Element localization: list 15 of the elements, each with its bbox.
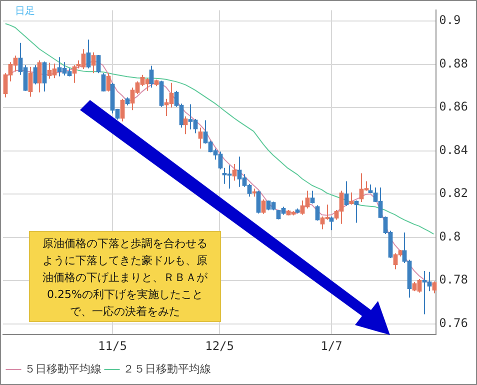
y-tick-label: 0.78 xyxy=(439,272,468,287)
x-tick-label: 1/7 xyxy=(320,338,342,353)
y-tick-label: 0.76 xyxy=(439,316,468,330)
legend-label: ２５日移動平均線 xyxy=(123,362,211,376)
y-tick-label: 0.9 xyxy=(439,13,461,28)
annotation: 原油価格の下落と歩調を合わせるように下落してきた豪ドルも、原油価格の下げ止まりと、ＲＢＡが0.25%の利下げを実施したことで、一応の決着をみた xyxy=(29,231,221,322)
y-tick-label: 0.82 xyxy=(439,186,468,200)
x-tick-label: 12/5 xyxy=(205,338,234,353)
y-tick-label: 0.8 xyxy=(439,229,461,244)
annotation: 日足 xyxy=(15,5,35,18)
legend-label: ５日移動平均線 xyxy=(24,362,102,376)
y-tick-label: 0.84 xyxy=(439,142,468,157)
y-tick-label: 0.86 xyxy=(439,100,468,114)
y-tick-label: 0.88 xyxy=(439,56,468,70)
x-tick-label: 11/5 xyxy=(98,338,127,353)
